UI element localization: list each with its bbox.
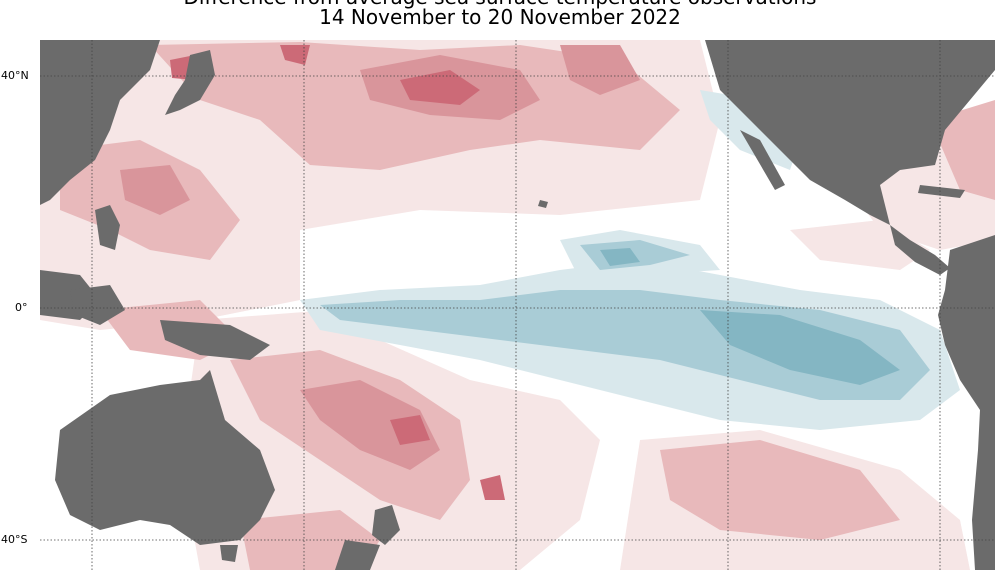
tasmania	[220, 545, 238, 562]
baja-california	[740, 130, 785, 190]
lat-label-40n: 40°N	[1, 69, 29, 82]
lat-label-40s: 40°S	[1, 533, 28, 546]
borneo	[70, 285, 125, 325]
lat-label-equator: 0°	[15, 301, 28, 314]
land-masses	[40, 40, 995, 570]
australia	[55, 370, 275, 545]
north-america	[705, 40, 995, 225]
philippines	[95, 205, 120, 250]
new-guinea	[160, 320, 270, 360]
gridlines	[40, 40, 995, 570]
asia-landmass	[40, 40, 160, 205]
cuba	[918, 185, 965, 198]
japan	[165, 50, 215, 115]
new-zealand-north	[372, 505, 400, 545]
cool-anomaly-strong	[600, 248, 900, 385]
central-america	[890, 225, 950, 275]
map-title-line2: 14 November to 20 November 2022	[319, 5, 681, 29]
map-title-line1: Difference from average sea surface temp…	[0, 0, 1000, 9]
hawaii	[538, 200, 548, 208]
south-america	[938, 235, 995, 570]
new-zealand-south	[335, 540, 380, 570]
